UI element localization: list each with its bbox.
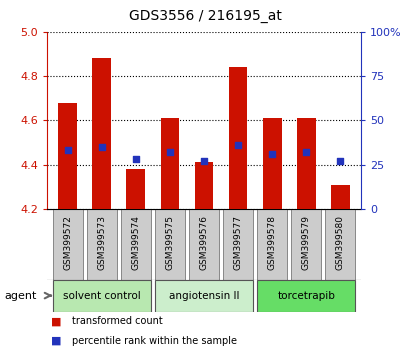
Text: solvent control: solvent control xyxy=(63,291,140,301)
Text: GSM399575: GSM399575 xyxy=(165,215,174,270)
Bar xyxy=(296,118,315,209)
Point xyxy=(64,148,71,153)
Bar xyxy=(256,209,286,280)
Point xyxy=(234,142,241,148)
Bar xyxy=(92,58,111,209)
Text: GSM399577: GSM399577 xyxy=(233,215,242,270)
Bar xyxy=(52,280,151,312)
Point xyxy=(98,144,105,150)
Bar xyxy=(256,280,355,312)
Text: GSM399573: GSM399573 xyxy=(97,215,106,270)
Bar xyxy=(228,67,247,209)
Text: GSM399576: GSM399576 xyxy=(199,215,208,270)
Bar xyxy=(222,209,252,280)
Bar xyxy=(290,209,321,280)
Point xyxy=(336,158,343,164)
Bar xyxy=(160,118,179,209)
Bar xyxy=(189,209,218,280)
Point xyxy=(268,151,275,157)
Bar xyxy=(330,184,349,209)
Bar xyxy=(155,280,252,312)
Bar xyxy=(52,209,82,280)
Bar xyxy=(194,162,213,209)
Text: GSM399572: GSM399572 xyxy=(63,215,72,270)
Text: percentile rank within the sample: percentile rank within the sample xyxy=(72,336,236,346)
Point xyxy=(302,149,309,155)
Text: GSM399578: GSM399578 xyxy=(267,215,276,270)
Text: agent: agent xyxy=(4,291,36,301)
Bar xyxy=(155,209,184,280)
Text: ■: ■ xyxy=(51,316,62,326)
Bar xyxy=(126,169,145,209)
Bar xyxy=(325,209,355,280)
Text: GSM399580: GSM399580 xyxy=(335,215,344,270)
Text: torcetrapib: torcetrapib xyxy=(276,291,335,301)
Point xyxy=(200,158,207,164)
Text: GSM399579: GSM399579 xyxy=(301,215,310,270)
Text: GDS3556 / 216195_at: GDS3556 / 216195_at xyxy=(128,9,281,23)
Text: ■: ■ xyxy=(51,336,62,346)
Bar xyxy=(86,209,117,280)
Text: transformed count: transformed count xyxy=(72,316,162,326)
Bar xyxy=(58,103,77,209)
Point xyxy=(132,156,139,162)
Text: angiotensin II: angiotensin II xyxy=(169,291,238,301)
Bar xyxy=(121,209,151,280)
Text: GSM399574: GSM399574 xyxy=(131,215,140,270)
Bar xyxy=(262,118,281,209)
Point xyxy=(166,149,173,155)
